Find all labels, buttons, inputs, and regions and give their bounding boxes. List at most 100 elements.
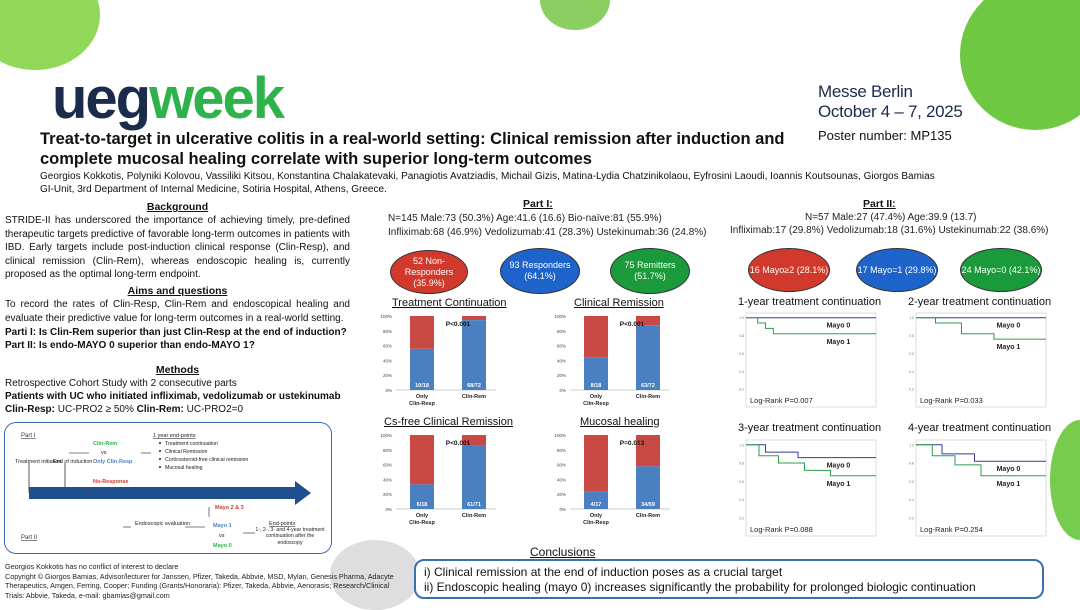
flow-endpoint-3: Corticosteroid-free clinical remission <box>165 457 248 463</box>
km-chart-4-title: 4-year treatment continuation <box>908 422 1052 434</box>
km-y-tick: 0.2 <box>739 516 744 520</box>
y-tick-label: 20% <box>383 492 392 497</box>
km-series-label: Mayo 1 <box>827 481 851 488</box>
study-design-svg: Part I Part II Treatment initiation End … <box>15 433 325 549</box>
flow-bullet-4 <box>159 466 161 468</box>
flow-endpoints-heading: 1 year end-points <box>153 433 196 439</box>
km-logrank-label: Log-Rank P=0.088 <box>750 525 813 534</box>
km-y-tick: 0.2 <box>909 388 914 392</box>
flow-endpoints2-heading: End-points <box>269 521 296 527</box>
decor-blob-top-left <box>0 0 100 70</box>
author-list: Georgios Kokkotis, Polyniki Kolovou, Vas… <box>40 171 935 182</box>
km-y-tick: 0.2 <box>909 516 914 520</box>
y-tick-label: 20% <box>557 492 566 497</box>
y-tick-label: 60% <box>557 344 566 349</box>
part2-stats1: N=57 Male:27 (47.4%) Age:39.9 (13.7) <box>805 212 977 223</box>
bar-chart-1-title: Treatment Continuation <box>392 297 507 309</box>
part1-stats2: Infliximab:68 (46.9%) Vedolizumab:41 (28… <box>388 227 707 238</box>
km-logrank-label: Log-Rank P=0.254 <box>920 525 983 534</box>
km-series-label: Mayo 0 <box>827 323 851 330</box>
poster-number: Poster number: MP135 <box>818 128 952 143</box>
part2-bubble-mayo0: 24 Mayo=0 (42.1%) <box>960 248 1042 292</box>
x-tick-label: Clin-Resp <box>409 520 435 526</box>
flow-no-response: No-Response <box>93 479 128 485</box>
km-y-tick: 1.0 <box>739 316 744 320</box>
bar-no-segment <box>584 316 608 358</box>
bar-chart-3-title: Cs-free Clinical Remission <box>384 416 513 428</box>
x-tick-label: Clin-Resp <box>409 401 435 407</box>
decor-blob-top-mid <box>540 0 610 30</box>
x-tick-label: Only <box>416 394 429 400</box>
bar-yes-segment <box>462 320 486 390</box>
km-chart-3: 0.2 0.4 0.6 0.8 1.0 Mayo 0 Mayo 1 Log-Rank P=0.… <box>739 439 877 537</box>
bar-data-label: 4/17 <box>591 502 602 508</box>
km-y-tick: 0.6 <box>739 352 744 356</box>
part2-heading: Part II: <box>863 198 896 210</box>
flow-endpoints2: 1-, 2-, 3- and 4-year treatment continua… <box>255 527 325 546</box>
part1-bubble-nonresponders: 52 Non-Responders (35.9%) <box>390 250 468 294</box>
y-tick-label: 0% <box>559 388 566 393</box>
km-chart-3-title: 3-year treatment continuation <box>738 422 882 434</box>
background-text: STRIDE-II has underscored the importance… <box>5 215 350 280</box>
aims-heading: Aims and questions <box>127 285 228 297</box>
km-y-tick: 1.0 <box>909 316 914 320</box>
km-series-label: Mayo 0 <box>997 466 1021 473</box>
km-series-label: Mayo 1 <box>827 339 851 346</box>
study-design-diagram: Part I Part II Treatment initiation End … <box>4 422 332 554</box>
y-tick-label: 20% <box>383 373 392 378</box>
y-tick-label: 40% <box>557 477 566 482</box>
y-tick-label: 100% <box>554 433 566 438</box>
bar-yes-segment <box>462 445 486 509</box>
flow-endpoint-4: Mucosal healing <box>165 465 203 471</box>
timeline-arrow <box>29 481 311 505</box>
y-tick-label: 100% <box>380 314 392 319</box>
flow-part2-label: Part II <box>21 535 37 541</box>
p-value-label: P=0.013 <box>620 440 645 447</box>
km-y-tick: 0.8 <box>909 462 914 466</box>
bar-yes-segment <box>410 484 434 509</box>
part1-bubble-responders: 93 Responders (64.1%) <box>500 248 580 294</box>
flow-mayo1: Mayo 1 <box>213 523 232 529</box>
km-y-tick: 0.8 <box>909 334 914 338</box>
bar-no-segment <box>410 435 434 485</box>
km-curve-mayo1 <box>916 444 1046 477</box>
bar-chart-4-title: Mucosal healing <box>580 416 660 428</box>
footer-line2: Copyright © Giorgos Bamias, Advisor/lect… <box>5 571 394 600</box>
flow-only-clin-resp: Only Clin-Resp <box>93 459 133 465</box>
flow-mayo23: Mayo 2 & 3 <box>215 505 244 511</box>
authors: Georgios Kokkotis, Polyniki Kolovou, Vas… <box>40 170 1000 196</box>
km-y-tick: 0.6 <box>739 480 744 484</box>
flow-end-induction: End of induction <box>53 459 92 465</box>
y-tick-label: 80% <box>557 448 566 453</box>
km-y-tick: 0.8 <box>739 462 744 466</box>
y-tick-label: 60% <box>383 344 392 349</box>
footer-line1: Georgios Kokkotis has no conflict of int… <box>5 562 179 571</box>
affiliation: GI-Unit, 3rd Department of Internal Medi… <box>40 184 387 195</box>
flow-bullet-1 <box>159 442 161 444</box>
part2-stats2: Infliximab:17 (29.8%) Vedolizumab:18 (31… <box>730 225 1049 236</box>
km-chart-1-title: 1-year treatment continuation <box>738 296 882 308</box>
flow-clin-rem: Clin-Rem <box>93 441 117 447</box>
decor-blob-right <box>1050 420 1080 540</box>
flow-part1-label: Part I <box>21 433 36 439</box>
bar-yes-segment <box>636 466 660 509</box>
km-curve-mayo1 <box>916 317 1046 340</box>
venue-line2: October 4 – 7, 2025 <box>818 102 963 121</box>
x-tick-label: Clin-Resp <box>583 401 609 407</box>
km-y-tick: 0.4 <box>739 370 744 374</box>
km-y-tick: 0.2 <box>739 388 744 392</box>
km-chart-1: 0.2 0.4 0.6 0.8 1.0 Mayo 0 Mayo 1 Log-Rank P=0.… <box>739 312 877 408</box>
x-tick-label: Only <box>416 513 429 519</box>
methods-line2: Patients with UC who initiated inflixima… <box>5 391 341 402</box>
bar-data-label: 10/18 <box>415 383 429 389</box>
flow-bullet-3 <box>159 458 161 460</box>
km-curve-mayo1 <box>746 444 876 477</box>
km-curve-mayo0 <box>916 444 1046 462</box>
km-series-label: Mayo 1 <box>997 344 1021 351</box>
x-tick-label: Only <box>590 513 603 519</box>
y-tick-label: 20% <box>557 373 566 378</box>
km-y-tick: 0.4 <box>909 370 914 374</box>
y-tick-label: 80% <box>557 329 566 334</box>
